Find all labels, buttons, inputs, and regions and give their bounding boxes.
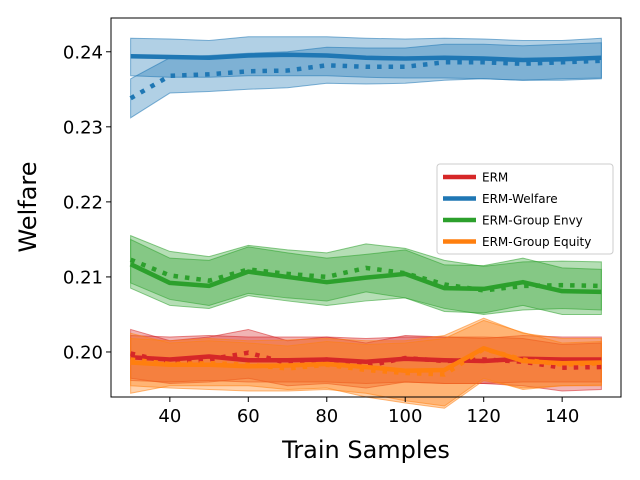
x-tick-label: 80	[315, 406, 338, 427]
x-axis-label: Train Samples	[281, 436, 450, 464]
legend-label-erm-group-envy: ERM-Group Envy	[482, 214, 583, 228]
x-tick-label: 60	[237, 406, 260, 427]
legend: ERM ERM-Welfare ERM-Group Envy ERM-Group Eq…	[436, 163, 614, 255]
y-tick-label: 0.23	[63, 117, 103, 138]
x-tick-label: 120	[467, 406, 501, 427]
erm-welfare-solid-line	[130, 52, 602, 63]
y-axis-ticks: 0.20 0.21 0.22 0.23 0.24	[63, 42, 111, 363]
y-tick-label: 0.20	[63, 342, 103, 363]
legend-label-erm-group-equity: ERM-Group Equity	[482, 235, 591, 249]
x-tick-label: 40	[158, 406, 181, 427]
y-tick-label: 0.21	[63, 267, 103, 288]
series-lines	[129, 52, 602, 377]
y-tick-label: 0.22	[63, 192, 103, 213]
legend-label-erm: ERM	[482, 171, 508, 185]
erm-group-envy-dotted-line	[129, 257, 602, 293]
erm-welfare-dotted-line	[129, 58, 602, 101]
y-tick-label: 0.24	[63, 42, 103, 63]
x-axis-ticks: 40 60 80 100 120 140	[158, 397, 579, 427]
y-axis-label: Welfare	[14, 161, 42, 252]
legend-box	[436, 163, 614, 255]
erm-group-equity-solid-line	[130, 345, 602, 373]
x-tick-label: 100	[388, 406, 422, 427]
legend-label-erm-welfare: ERM-Welfare	[482, 192, 558, 206]
x-tick-label: 140	[545, 406, 579, 427]
plot-frame	[110, 17, 622, 398]
erm-group-envy-solid-line	[129, 262, 602, 295]
